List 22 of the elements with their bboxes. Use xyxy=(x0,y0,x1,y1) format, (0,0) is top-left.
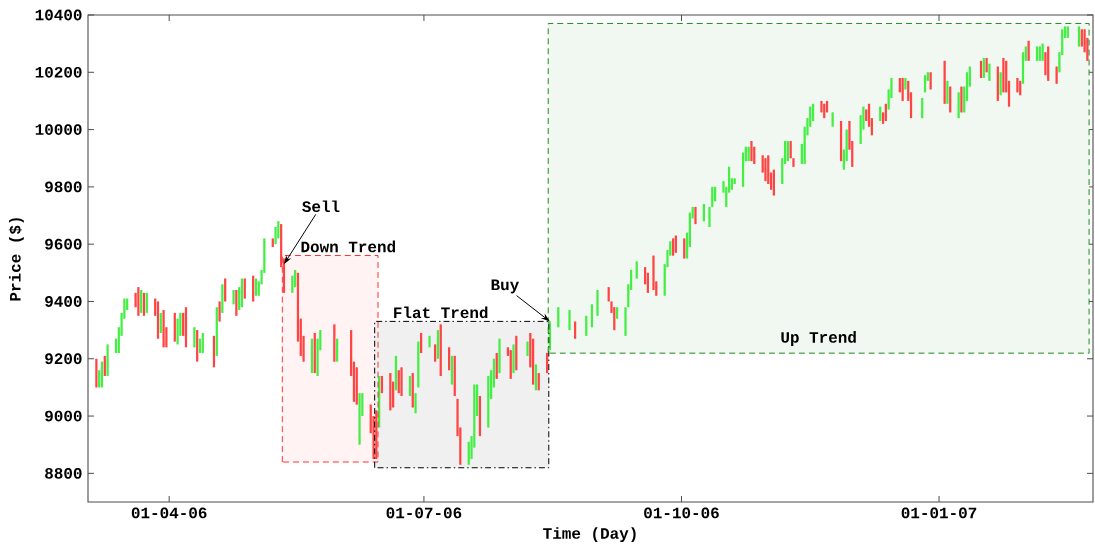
y-tick-label: 9200 xyxy=(45,353,82,365)
y-tick-label: 8800 xyxy=(45,467,82,479)
y-axis-title: Price ($) xyxy=(8,218,24,301)
candlestick xyxy=(140,290,143,313)
y-tick-label: 9600 xyxy=(45,238,82,250)
x-axis-title: Time (Day) xyxy=(543,527,636,543)
y-tick-label: 10200 xyxy=(35,66,82,78)
y-tick-label: 9800 xyxy=(45,181,82,193)
y-tick-label: 10000 xyxy=(35,124,82,135)
x-tick-label: 01-07-06 xyxy=(386,507,462,519)
y-tick-label: 10400 xyxy=(35,9,82,21)
band-label: Down Trend xyxy=(301,240,396,253)
annotation: Buy xyxy=(491,279,519,294)
x-tick-label: 01-01-07 xyxy=(901,507,977,519)
annotation: Sell xyxy=(302,200,340,213)
y-tick-label: 9000 xyxy=(45,410,82,422)
x-tick-label: 01-04-06 xyxy=(131,507,207,519)
y-tick-label: 9400 xyxy=(45,296,82,307)
band-label: Up Trend xyxy=(781,331,856,346)
candlestick xyxy=(218,301,221,322)
x-tick-label: 01-10-06 xyxy=(644,507,719,519)
band-label: Flat Trend xyxy=(394,306,488,319)
